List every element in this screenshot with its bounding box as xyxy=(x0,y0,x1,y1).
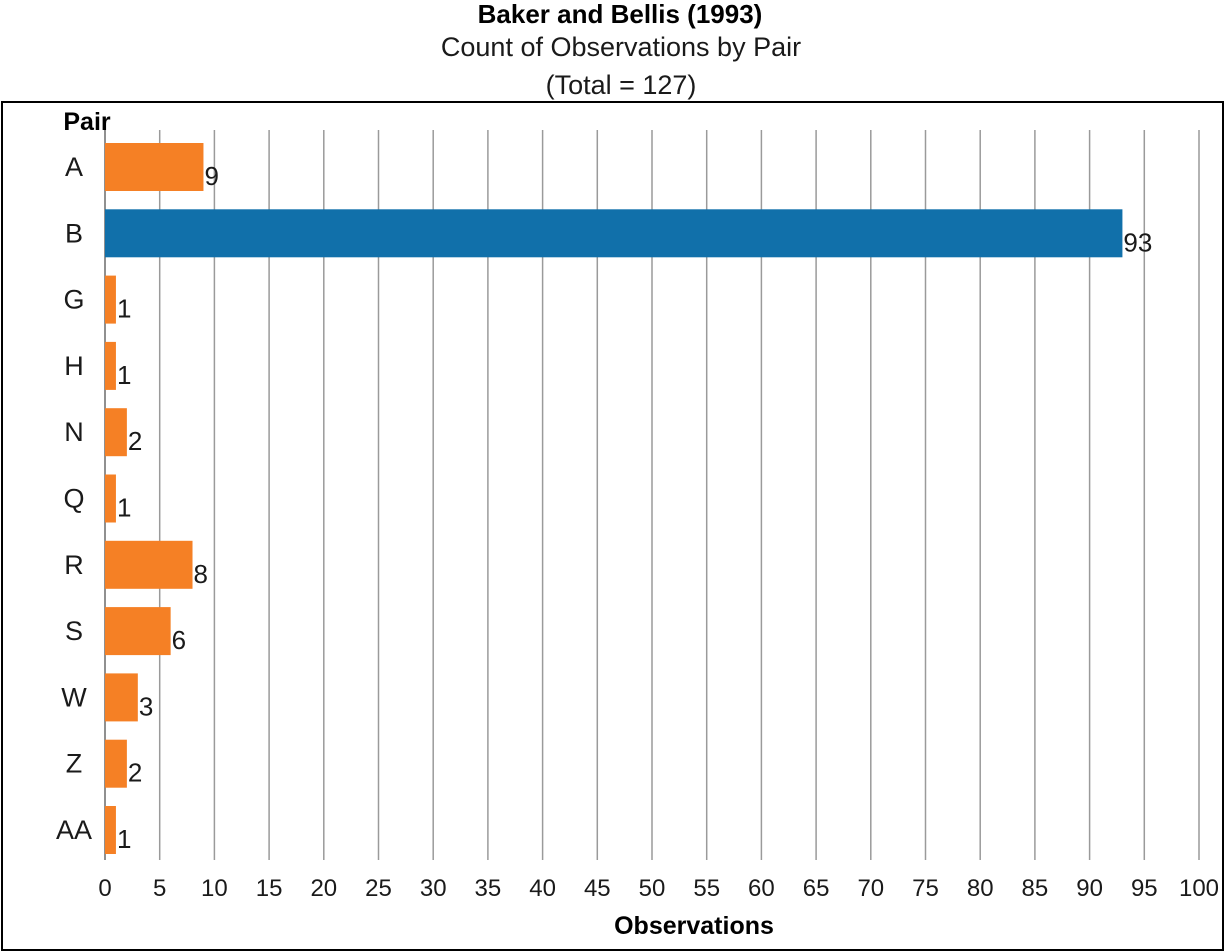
y-axis-title: Pair xyxy=(63,108,111,136)
bar xyxy=(105,474,116,523)
bar xyxy=(105,739,127,788)
category-label: G xyxy=(63,285,84,315)
data-label: 8 xyxy=(194,559,208,589)
bar xyxy=(105,806,116,854)
x-tick-label: 95 xyxy=(1131,875,1158,902)
data-label: 2 xyxy=(128,758,142,788)
chart-subtitle-line-1: Count of Observations by Pair xyxy=(441,32,801,62)
x-tick-label: 5 xyxy=(153,875,166,902)
x-tick-label: 30 xyxy=(420,875,447,902)
category-label: H xyxy=(64,351,84,381)
chart-title: Baker and Bellis (1993) xyxy=(478,0,763,29)
x-tick-label: 70 xyxy=(857,875,884,902)
bar xyxy=(105,540,193,589)
x-tick-labels: 0 5 10 15 20 25 30 35 40 45 50 55 60 65 70 75 80 85 90 95 10… xyxy=(98,875,1219,902)
x-tick-label: 90 xyxy=(1076,875,1103,902)
x-tick-label: 25 xyxy=(365,875,392,902)
data-label: 1 xyxy=(117,824,131,854)
bar xyxy=(105,607,171,656)
x-tick-label: 75 xyxy=(912,875,939,902)
x-tick-label: 50 xyxy=(639,875,666,902)
x-tick-label: 65 xyxy=(803,875,830,902)
bar xyxy=(105,673,138,722)
x-tick-label: 35 xyxy=(475,875,502,902)
category-label: AA xyxy=(56,815,92,845)
x-tick-label: 45 xyxy=(584,875,611,902)
data-labels: 9 93 1 1 2 1 8 6 3 2 1 xyxy=(117,161,1152,854)
data-label: 1 xyxy=(117,360,131,390)
x-tick-label: 55 xyxy=(693,875,720,902)
bar xyxy=(105,209,1123,258)
category-label: R xyxy=(64,550,84,580)
x-tick-label: 20 xyxy=(310,875,337,902)
x-tick-label: 80 xyxy=(967,875,994,902)
x-tick-label: 15 xyxy=(256,875,283,902)
category-label: A xyxy=(65,152,83,182)
bar xyxy=(105,275,116,324)
category-label: N xyxy=(64,417,84,447)
x-axis-title: Observations xyxy=(614,912,774,940)
category-label: W xyxy=(61,682,87,712)
x-tick-label: 85 xyxy=(1022,875,1049,902)
data-label: 1 xyxy=(117,294,131,324)
category-label: Z xyxy=(66,749,83,779)
data-label: 3 xyxy=(139,691,153,721)
chart-frame xyxy=(1,101,1224,951)
data-label: 2 xyxy=(128,426,142,456)
x-tick-label: 60 xyxy=(748,875,775,902)
chart-subtitle-line-2: (Total = 127) xyxy=(546,70,697,100)
data-label: 9 xyxy=(204,161,218,191)
category-label: B xyxy=(65,218,83,248)
bar xyxy=(105,408,127,457)
x-tick-label: 100 xyxy=(1179,875,1219,902)
category-label: Q xyxy=(63,484,84,514)
x-tick-label: 0 xyxy=(98,875,111,902)
category-label: S xyxy=(65,616,83,646)
bars xyxy=(105,143,1123,854)
category-labels: A B G H N Q R S W Z AA xyxy=(56,152,92,845)
data-label: 93 xyxy=(1123,227,1152,257)
bar xyxy=(105,143,204,191)
bar xyxy=(105,341,116,390)
data-label: 6 xyxy=(172,625,186,655)
data-label: 1 xyxy=(117,493,131,523)
x-tick-label: 10 xyxy=(201,875,228,902)
x-tick-label: 40 xyxy=(529,875,556,902)
